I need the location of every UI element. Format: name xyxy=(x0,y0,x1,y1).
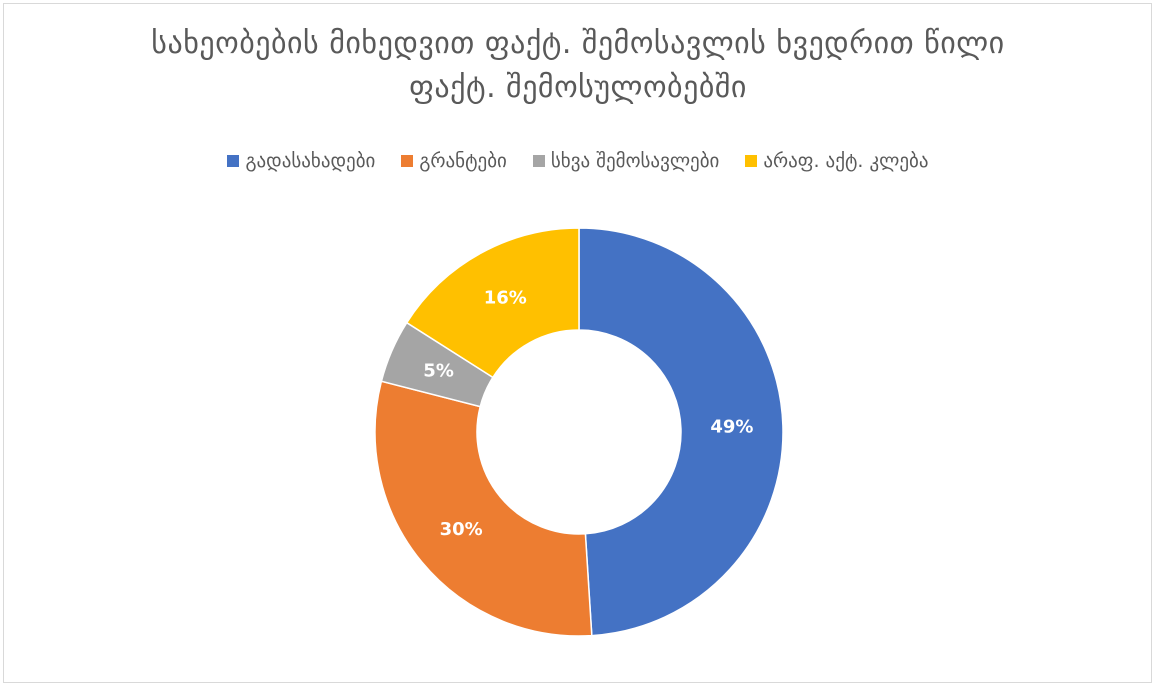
chart-title-line-1: სახეობების მიხედვით ფაქტ. შემოსავლის ხვე… xyxy=(151,26,1005,61)
legend-label-grants: გრანტები xyxy=(419,150,507,172)
chart-title: სახეობების მიხედვით ფაქტ. შემოსავლის ხვე… xyxy=(0,22,1156,110)
legend-swatch-taxes xyxy=(227,155,240,167)
legend-label-other-revenue: სხვა შემოსავლები xyxy=(550,150,720,172)
legend-swatch-nonfinancial-assets xyxy=(745,155,758,167)
legend-item-other-revenue: სხვა შემოსავლები xyxy=(532,150,720,172)
data-label-taxes: 49% xyxy=(710,417,753,438)
data-label-grants: 30% xyxy=(440,519,483,540)
donut-slice-taxes xyxy=(578,227,784,637)
legend-item-taxes: გადასახადები xyxy=(227,150,375,172)
legend-label-nonfinancial-assets: არაფ. აქტ. კლება xyxy=(763,150,929,172)
data-label-nonfinancial-assets: 16% xyxy=(484,287,527,308)
legend-swatch-other-revenue xyxy=(532,155,545,167)
legend-item-nonfinancial-assets: არაფ. აქტ. კლება xyxy=(745,150,929,172)
legend-label-taxes: გადასახადები xyxy=(245,150,376,172)
legend-item-grants: გრანტები xyxy=(401,150,507,172)
data-label-other-revenue: 5% xyxy=(423,361,454,382)
chart-legend: გადასახადები გრანტები სხვა შემოსავლები ა… xyxy=(0,150,1156,172)
donut-slice-grants xyxy=(374,380,593,637)
donut-slice-nonfinancial-assets xyxy=(405,227,580,379)
legend-swatch-grants xyxy=(401,155,414,167)
chart-title-line-2: ფაქტ. შემოსულობებში xyxy=(409,70,747,105)
